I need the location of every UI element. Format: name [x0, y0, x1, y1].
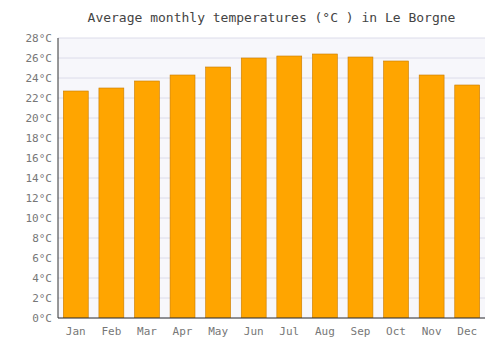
bar	[99, 88, 124, 318]
y-tick-label: 4°C	[32, 272, 52, 285]
x-tick-label: Jun	[244, 325, 264, 338]
x-tick-label: Aug	[315, 325, 335, 338]
x-tick-label: May	[208, 325, 228, 338]
y-tick-label: 28°C	[26, 32, 53, 45]
y-axis	[58, 38, 59, 318]
grid-line	[58, 58, 485, 59]
bar	[63, 91, 88, 318]
grid-line	[58, 318, 485, 319]
y-tick-label: 0°C	[32, 312, 52, 325]
y-tick-label: 2°C	[32, 292, 52, 305]
x-tick-label: Apr	[173, 325, 193, 338]
y-tick-label: 8°C	[32, 232, 52, 245]
bar	[206, 67, 231, 318]
x-tick-label: Jan	[66, 325, 86, 338]
bar	[170, 75, 195, 318]
x-axis	[58, 318, 485, 319]
y-tick-label: 22°C	[26, 92, 53, 105]
x-tick-label: Sep	[351, 325, 371, 338]
y-tick-label: 10°C	[26, 212, 53, 225]
y-tick-label: 20°C	[26, 112, 53, 125]
bar	[135, 81, 160, 318]
bar	[455, 85, 480, 318]
y-tick-label: 24°C	[26, 72, 53, 85]
y-tick-label: 12°C	[26, 192, 53, 205]
bar	[384, 61, 409, 318]
chart-container: Average monthly temperatures (°C ) in Le…	[0, 0, 500, 350]
x-tick-label: Nov	[422, 325, 442, 338]
plot-background	[58, 38, 485, 318]
y-tick-label: 6°C	[32, 252, 52, 265]
x-tick-label: Jul	[279, 325, 299, 338]
y-tick-label: 16°C	[26, 152, 53, 165]
grid-line	[58, 38, 485, 39]
x-tick-label: Oct	[386, 325, 406, 338]
bar	[348, 57, 373, 318]
bars	[63, 54, 479, 318]
bar	[419, 75, 444, 318]
y-tick-label: 18°C	[26, 132, 53, 145]
x-tick-label: Mar	[137, 325, 157, 338]
y-tick-label: 26°C	[26, 52, 53, 65]
bar	[241, 58, 266, 318]
bar	[312, 54, 337, 318]
x-tick-label: Feb	[101, 325, 121, 338]
y-tick-label: 14°C	[26, 172, 53, 185]
bar	[277, 56, 302, 318]
title: Average monthly temperatures (°C ) in Le…	[88, 10, 456, 25]
grid	[58, 38, 485, 318]
chart: Average monthly temperatures (°C ) in Le…	[0, 0, 500, 350]
x-tick-label: Dec	[457, 325, 477, 338]
